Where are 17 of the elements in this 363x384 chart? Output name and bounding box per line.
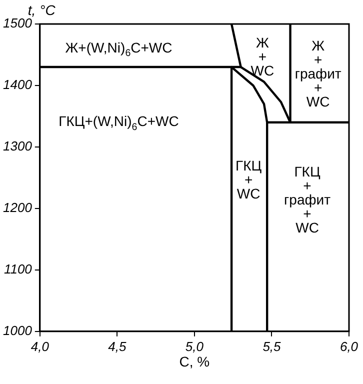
annotation: Ж + графит + WC <box>294 38 342 110</box>
y-tick-label: 1100 <box>4 262 33 277</box>
annotation: ГКЦ + графит + WC <box>284 164 332 236</box>
x-tick-label: 5,0 <box>185 338 204 354</box>
annotation: ГКЦ + WC <box>236 158 262 202</box>
x-tick-label: 5,5 <box>262 338 282 354</box>
y-tick-label: 1200 <box>3 200 33 216</box>
y-tick-label: 1500 <box>3 16 33 31</box>
y-axis-title: t, °C <box>28 2 56 18</box>
y-tick-label: 1000 <box>3 323 33 338</box>
x-tick-label: 4,5 <box>108 338 127 354</box>
x-axis-title: C, % <box>179 353 210 370</box>
y-tick-label: 1400 <box>3 77 33 92</box>
annotation: Ж + WC <box>250 34 274 79</box>
x-tick-label: 4,0 <box>30 338 50 354</box>
y-tick-label: 1300 <box>3 138 33 154</box>
x-tick-label: 6,0 <box>340 338 359 354</box>
